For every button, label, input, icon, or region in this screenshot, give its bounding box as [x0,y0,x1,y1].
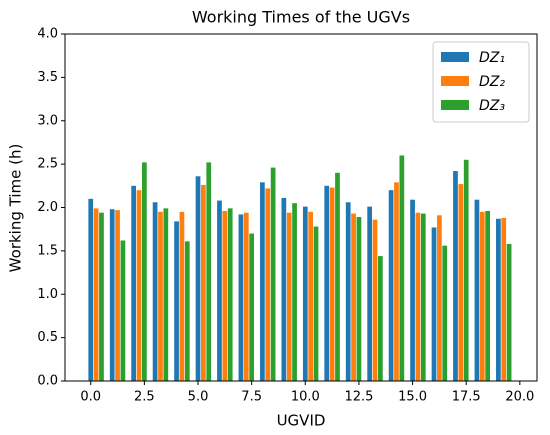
bar [292,203,297,381]
y-tick-label: 3.5 [37,70,58,85]
bar [227,208,233,381]
bar [485,210,491,381]
y-axis-label: Working Time (h) [7,144,25,273]
bar [442,245,448,381]
bar [420,213,426,381]
legend-label: DZ₂ [479,74,505,90]
bar [163,208,169,381]
bar [184,241,190,381]
bar [93,208,99,381]
legend-swatch [441,100,469,110]
bar [158,211,163,381]
bar [453,171,458,381]
bar [388,190,394,381]
bar [260,182,265,381]
bar [431,227,437,381]
legend: DZ₁ DZ₂ DZ₃ [432,41,530,123]
bar [335,172,340,381]
bar [222,210,228,381]
bar [206,162,212,381]
x-tick-label: 15.0 [398,390,427,405]
bar [308,211,314,381]
y-tick-label: 0.0 [37,374,58,389]
bar [372,219,378,381]
bar [249,233,255,381]
bar [496,218,501,381]
bar [238,214,244,381]
bar [415,212,421,381]
bar [142,162,147,381]
bar [270,167,276,381]
chart-title: Working Times of the UGVs [192,8,410,27]
bar [324,185,330,381]
x-tick-label: 20.0 [505,390,534,405]
x-tick-label: 5.0 [188,390,209,405]
y-tick-label: 2.0 [37,200,58,215]
x-tick-label: 10.0 [291,390,320,405]
plot-frame [64,33,538,382]
bar [302,206,308,381]
x-tick-label: 2.5 [134,390,155,405]
bar [131,185,137,381]
bar [174,221,179,381]
bar [474,199,480,381]
bar [120,240,126,381]
bar [136,190,142,381]
legend-swatch [441,76,469,86]
bar [286,212,292,381]
bar [506,243,512,381]
bar [437,215,442,381]
bar [356,217,362,381]
bar [281,197,287,381]
x-tick-label: 7.5 [241,390,262,405]
bar [88,198,94,381]
x-axis-label: UGVID [277,412,326,430]
bar [201,184,206,381]
bar [265,188,271,381]
bar [351,213,356,381]
bar [378,256,383,381]
bar [179,211,185,381]
bar [394,182,399,381]
legend-swatch [441,52,469,62]
bar [99,212,104,381]
bar [109,209,115,381]
bar [243,212,249,381]
x-tick-label: 17.5 [452,390,481,405]
bar [313,226,319,381]
bar [195,176,201,381]
y-tick-label: 1.5 [37,243,58,258]
y-tick-label: 2.5 [37,157,58,172]
bar [115,210,120,381]
x-tick-label: 0.0 [80,390,101,405]
legend-label: DZ₃ [479,98,505,114]
bar [345,202,351,381]
y-tick-label: 0.5 [37,330,58,345]
bar [410,199,415,381]
bar [152,202,158,381]
bar [501,217,507,381]
y-tick-label: 4.0 [37,27,58,42]
bar [217,200,222,381]
bar [479,211,485,381]
bar [399,155,405,381]
legend-label: DZ₁ [479,50,505,66]
bar [367,206,373,381]
bar [458,184,464,381]
bar [463,159,469,381]
x-tick-label: 12.5 [344,390,373,405]
y-tick-label: 1.0 [37,287,58,302]
bar [329,187,335,381]
y-tick-label: 3.0 [37,113,58,128]
